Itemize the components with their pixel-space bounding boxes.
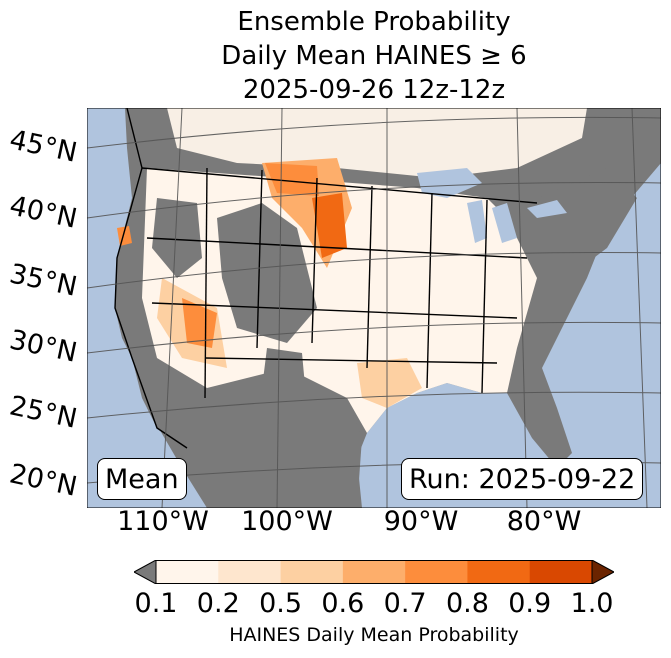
colorbar-cell (529, 560, 593, 584)
prob-area-arizona (182, 298, 217, 348)
run-date-label: Run: 2025-09-22 (401, 458, 644, 500)
prob-area-dakota (312, 193, 347, 258)
colorbar-cell (280, 560, 344, 584)
lat-label-25: 25°N (6, 390, 80, 435)
colorbar-under-arrow (134, 560, 157, 584)
title-line-1: Ensemble Probability (237, 7, 511, 37)
colorbar-tick-label: 0.7 (383, 588, 427, 619)
probability-map (87, 108, 661, 508)
lon-label-100: 100°W (241, 506, 333, 537)
colorbar (134, 560, 614, 584)
lon-label-80: 80°W (506, 506, 582, 537)
colorbar-tick-label: 0.2 (196, 588, 240, 619)
mask-patch-mountain (217, 203, 317, 343)
colorbar-label: HAINES Daily Mean Probability (229, 624, 519, 646)
prob-area-montana (265, 163, 319, 196)
colorbar-tick-label: 0.1 (134, 588, 178, 619)
colorbar-cell (405, 560, 468, 584)
lon-label-110: 110°W (117, 506, 209, 537)
colorbar-cell (218, 560, 281, 584)
colorbar-cell (467, 560, 531, 584)
colorbar-tick-label: 0.6 (321, 588, 365, 619)
title-line-2: Daily Mean HAINES ≥ 6 (221, 41, 527, 71)
lat-label-45: 45°N (6, 124, 80, 169)
colorbar-tick-label: 1.0 (570, 588, 614, 619)
canada-low-prob (167, 108, 587, 178)
mean-label: Mean (97, 458, 187, 500)
colorbar-frame (155, 560, 593, 584)
lon-label-90: 90°W (383, 506, 459, 537)
colorbar-cell (156, 560, 219, 584)
great-lakes (417, 168, 567, 243)
lat-label-30: 30°N (6, 324, 80, 369)
state-borders (114, 108, 538, 449)
graticule (87, 108, 661, 508)
lat-label-35: 35°N (6, 258, 80, 303)
prob-area-california (117, 226, 132, 246)
colorbar-tick-label: 0.8 (445, 588, 489, 619)
colorbar-tick-label: 0.5 (259, 588, 303, 619)
mask-patch-west (152, 198, 202, 278)
title-line-3: 2025-09-26 12z-12z (242, 75, 506, 105)
lat-label-40: 40°N (6, 190, 80, 235)
colorbar-cell (342, 560, 406, 584)
mask-patch-east (527, 168, 637, 278)
lat-label-20: 20°N (6, 458, 80, 503)
mexico-land (147, 368, 362, 508)
colorbar-tick-label: 0.9 (508, 588, 552, 619)
colorbar-over-arrow (591, 560, 614, 584)
